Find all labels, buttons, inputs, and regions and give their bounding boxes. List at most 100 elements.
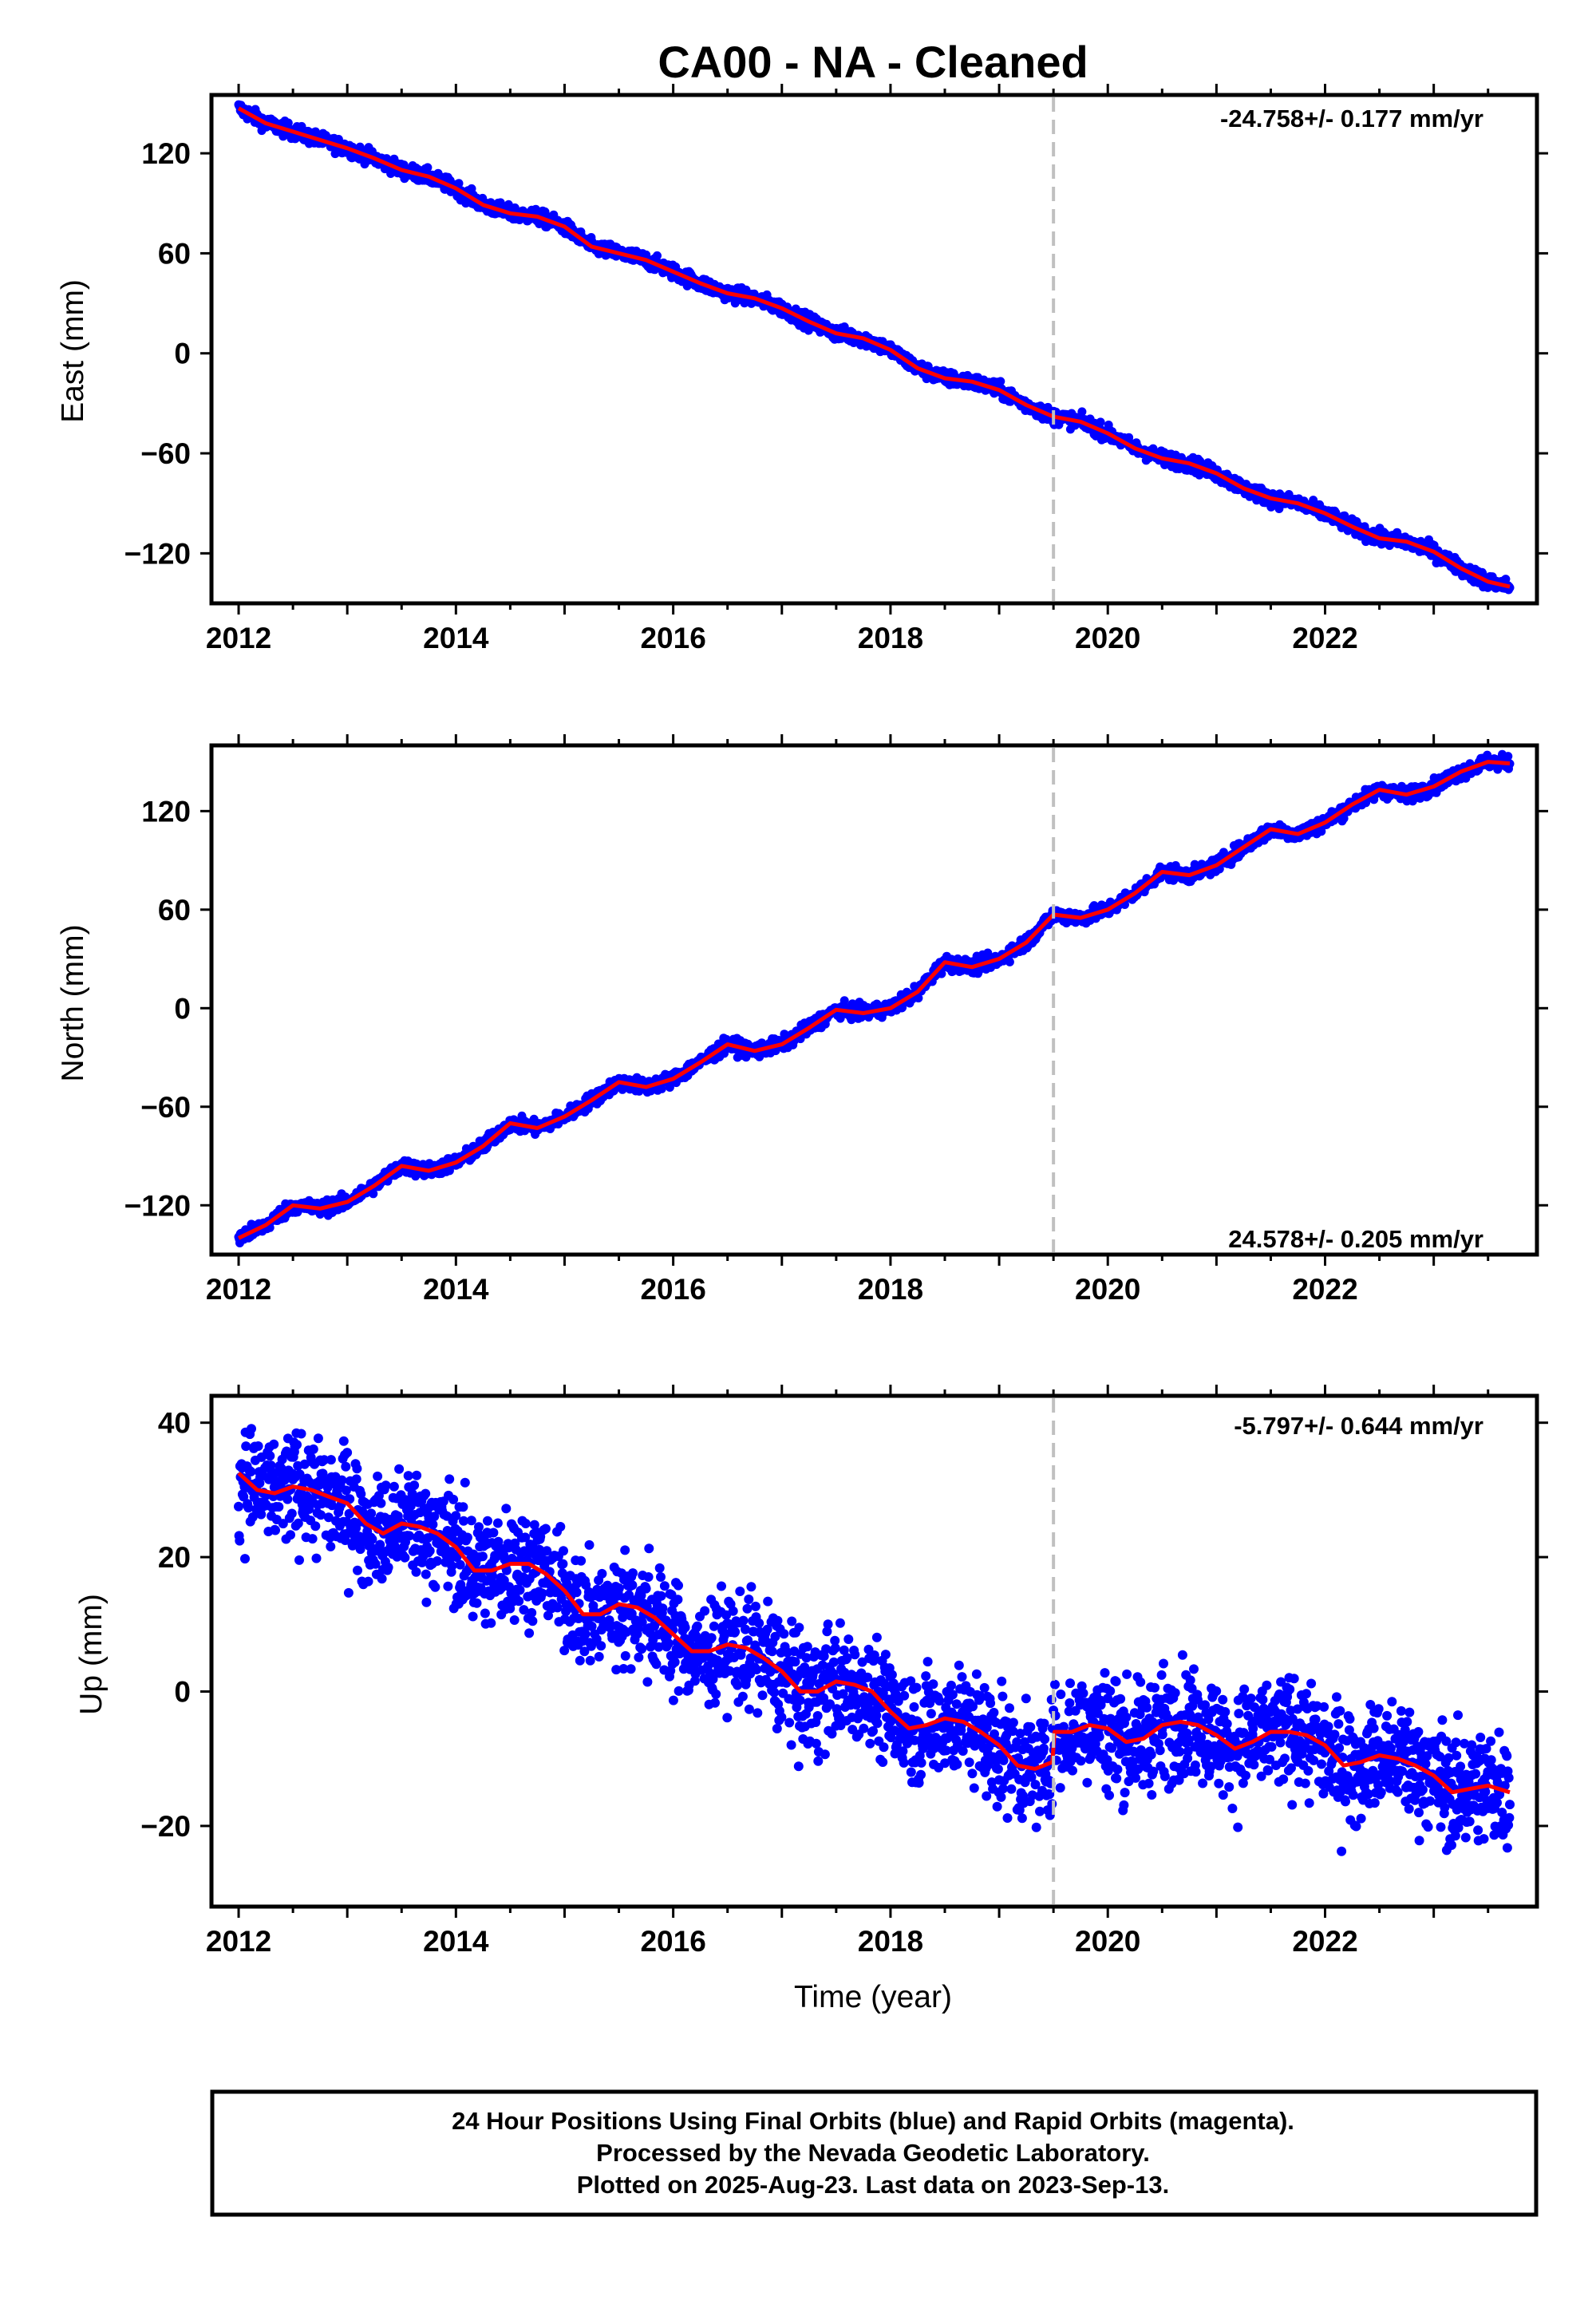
up-data-point (294, 1555, 304, 1565)
north-data-point (839, 996, 849, 1006)
up-data-point (235, 1535, 245, 1546)
up-data-point (430, 1582, 440, 1592)
up-data-point (265, 1451, 275, 1461)
east-y-tick-label: −60 (140, 437, 191, 470)
up-data-point (443, 1581, 453, 1591)
up-data-point (253, 1441, 263, 1451)
figure-title: CA00 - NA - Cleaned (658, 37, 1088, 87)
north-rate-label: 24.578+/- 0.205 mm/yr (1228, 1225, 1483, 1253)
up-data-point (394, 1464, 405, 1474)
north-y-tick-label: 60 (158, 894, 191, 927)
up-data-point (377, 1574, 387, 1584)
north-x-tick-label: 2014 (423, 1273, 489, 1306)
up-data-point (271, 1525, 280, 1535)
north-data-point (369, 1189, 378, 1199)
up-data-point (338, 1436, 349, 1446)
east-y-tick-label: 60 (158, 237, 191, 270)
east-rate-label: -24.758+/- 0.177 mm/yr (1220, 105, 1483, 132)
up-data-point (447, 1561, 457, 1571)
north-y-tick-label: 120 (141, 795, 191, 828)
up-data-point (373, 1471, 383, 1481)
up-data-point (421, 1488, 431, 1499)
up-data-point (269, 1439, 279, 1449)
up-data-point (342, 1448, 353, 1458)
up-data-point (421, 1569, 431, 1579)
panel-north: 2012 2014 2016 2018 2020 2022 −120 −60 0 60 120 No… (56, 734, 1548, 1306)
up-data-point (286, 1508, 297, 1519)
up-data-point (282, 1494, 293, 1504)
east-data-point (653, 251, 662, 260)
up-data-point (292, 1440, 302, 1450)
north-y-tick-label: 0 (174, 992, 191, 1025)
up-data-point (412, 1470, 422, 1480)
up-data-point (389, 1481, 399, 1492)
up-data-point (425, 1546, 435, 1556)
east-x-tick-label: 2018 (858, 622, 923, 654)
east-data-point (996, 377, 1005, 386)
north-x-tick-label: 2016 (640, 1273, 705, 1306)
up-data-point (308, 1444, 318, 1454)
east-y-tick-label: 120 (141, 137, 191, 170)
up-data-point (400, 1552, 410, 1563)
east-data-point (1096, 417, 1105, 427)
up-data-point (409, 1480, 420, 1491)
up-data-point (381, 1480, 391, 1491)
north-x-tick-label: 2018 (858, 1273, 923, 1306)
up-data-point (376, 1498, 386, 1508)
up-data-point (307, 1534, 318, 1544)
north-data-point (1005, 957, 1014, 966)
up-data-point (421, 1597, 432, 1607)
up-data-point (353, 1565, 362, 1575)
north-x-tick-label: 2022 (1292, 1273, 1357, 1306)
up-data-point (274, 1502, 284, 1512)
east-x-tick-label: 2020 (1075, 622, 1140, 654)
up-data-point (326, 1541, 336, 1551)
north-x-tick-label: 2020 (1075, 1273, 1140, 1306)
up-data-point (296, 1429, 306, 1439)
east-data-point (454, 179, 464, 188)
up-data-point (367, 1534, 377, 1544)
east-axes: 2012 2014 2016 2018 2020 2022 −120 −60 0 60 120 (124, 84, 1548, 654)
up-data-point (363, 1576, 373, 1587)
up-data-point (428, 1520, 438, 1530)
north-data-point (1503, 752, 1513, 761)
north-y-axis-label: North (mm) (56, 924, 90, 1081)
north-data-point (914, 994, 923, 1003)
east-data-point (283, 118, 293, 128)
up-data-point (246, 1467, 256, 1476)
east-data-point (1077, 407, 1087, 417)
up-data-point (352, 1464, 362, 1474)
up-data-point (337, 1475, 347, 1485)
east-x-tick-label: 2014 (423, 622, 489, 654)
up-data-point (432, 1556, 442, 1566)
north-data-point (657, 1084, 666, 1093)
up-data-point (366, 1508, 377, 1519)
east-x-tick-label: 2016 (640, 622, 705, 654)
east-x-tick-label: 2012 (206, 622, 271, 654)
up-data-point (383, 1563, 393, 1572)
east-fit-line (237, 106, 1511, 589)
up-data-point (311, 1553, 322, 1563)
up-points (234, 1424, 1515, 1856)
east-y-axis-label: East (mm) (56, 279, 90, 423)
north-x-tick-label: 2012 (206, 1273, 271, 1306)
up-data-point (343, 1587, 354, 1598)
up-data-point (310, 1521, 321, 1531)
north-y-tick-label: −60 (140, 1091, 191, 1124)
east-y-tick-label: −120 (124, 537, 191, 570)
up-data-point (444, 1474, 455, 1484)
panel-east: 2012 2014 2016 2018 2020 2022 −120 −60 0 60 120 Ea… (56, 84, 1548, 654)
east-x-tick-label: 2022 (1292, 622, 1357, 654)
up-data-point (351, 1474, 361, 1484)
up-data-point (326, 1455, 336, 1465)
east-data-point (423, 163, 433, 172)
north-y-tick-label: −120 (124, 1189, 191, 1222)
up-data-point (403, 1471, 413, 1481)
up-data-point (247, 1424, 256, 1434)
up-data-point (234, 1501, 243, 1512)
east-y-tick-label: 0 (174, 338, 191, 370)
up-data-point (240, 1554, 250, 1564)
up-data-point (341, 1461, 351, 1472)
